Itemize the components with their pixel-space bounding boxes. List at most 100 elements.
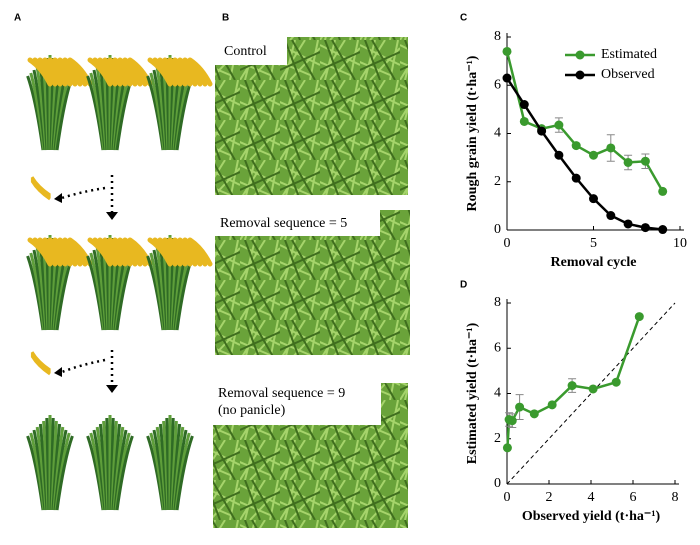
y-tick-label: 2 (494, 431, 501, 446)
caption: Removal sequence = 5 (220, 216, 347, 231)
point (519, 100, 529, 110)
panicle (152, 57, 178, 87)
panel-label: D (460, 280, 467, 291)
point (529, 409, 539, 419)
panicle (157, 57, 183, 87)
panicle (62, 57, 88, 87)
panicle (152, 237, 178, 267)
line (505, 51, 664, 193)
y-tick-label: 2 (494, 174, 501, 189)
point (502, 46, 512, 56)
caption-box (215, 37, 287, 65)
point (623, 219, 633, 229)
panicle (122, 57, 148, 87)
panicle (107, 237, 133, 267)
x-tick-label: 10 (673, 236, 687, 251)
point (606, 143, 616, 153)
panicle (177, 237, 203, 267)
panel-label: B (222, 13, 229, 24)
panicle (112, 57, 138, 87)
legend-label: Observed (601, 67, 655, 82)
arrows (61, 175, 114, 385)
y-tick-label: 0 (494, 476, 501, 491)
panicle (177, 57, 203, 87)
panicle (117, 57, 143, 87)
panicle (92, 237, 118, 267)
x-tick-label: 8 (672, 490, 679, 505)
legend-marker (575, 70, 585, 80)
y-tick-label: 8 (494, 29, 501, 44)
point (634, 312, 644, 322)
point (606, 211, 616, 221)
panicle (32, 57, 58, 87)
illustration (26, 55, 213, 511)
point (588, 384, 598, 394)
x-tick-label: 2 (546, 490, 553, 505)
y-tick-label: 0 (494, 222, 501, 237)
x-tick-label: 4 (588, 490, 595, 505)
line (505, 77, 663, 231)
panicle (52, 57, 78, 87)
panicle (32, 237, 58, 267)
point (571, 141, 581, 151)
panicle (147, 57, 173, 87)
panicle (167, 57, 193, 87)
panicle (167, 237, 193, 267)
panicle (42, 57, 68, 87)
panicle (37, 57, 63, 87)
point (502, 73, 512, 83)
y-tick-label: 4 (494, 126, 501, 141)
panicle (87, 57, 113, 87)
point (554, 120, 564, 130)
point (623, 157, 633, 167)
point (547, 400, 557, 410)
y-tick-label: 6 (494, 340, 501, 355)
panicle (87, 237, 113, 267)
panicle (57, 237, 83, 267)
panicle (182, 237, 208, 267)
y-tick-label: 8 (494, 295, 501, 310)
panicle (57, 57, 83, 87)
panicle (162, 237, 188, 267)
panicle (102, 57, 128, 87)
y-axis-label: Estimated yield (t·ha⁻¹) (465, 322, 480, 464)
panicle (30, 355, 51, 376)
panicle (92, 57, 118, 87)
point (589, 194, 598, 204)
legend-label: Estimated (601, 47, 657, 62)
panicle (102, 237, 128, 267)
panicle (157, 237, 183, 267)
panicle (42, 237, 68, 267)
x-axis-label: Removal cycle (551, 255, 637, 270)
x-tick-label: 0 (504, 236, 511, 251)
point (640, 156, 650, 166)
panicle (172, 237, 198, 267)
panicle (182, 57, 208, 87)
point (504, 415, 514, 425)
legend-marker (575, 50, 585, 60)
panicle (97, 237, 123, 267)
caption: Removal sequence = 9 (218, 386, 345, 401)
panel-label: C (460, 13, 467, 24)
leaf (175, 435, 194, 511)
point (502, 443, 512, 453)
y-axis-label: Rough grain yield (t·ha⁻¹) (465, 55, 480, 211)
x-tick-label: 0 (504, 490, 511, 505)
panicle (27, 57, 53, 87)
panicle (117, 237, 143, 267)
point (640, 223, 650, 233)
panicle (187, 237, 213, 267)
panicle (47, 237, 73, 267)
y-tick-label: 6 (494, 77, 501, 92)
point (537, 126, 547, 136)
caption-box (213, 383, 381, 425)
panicle (162, 57, 188, 87)
leaf (55, 435, 74, 511)
point (515, 402, 525, 412)
panicle (27, 237, 53, 267)
panicle (172, 57, 198, 87)
panicle (52, 237, 78, 267)
point (611, 377, 621, 387)
